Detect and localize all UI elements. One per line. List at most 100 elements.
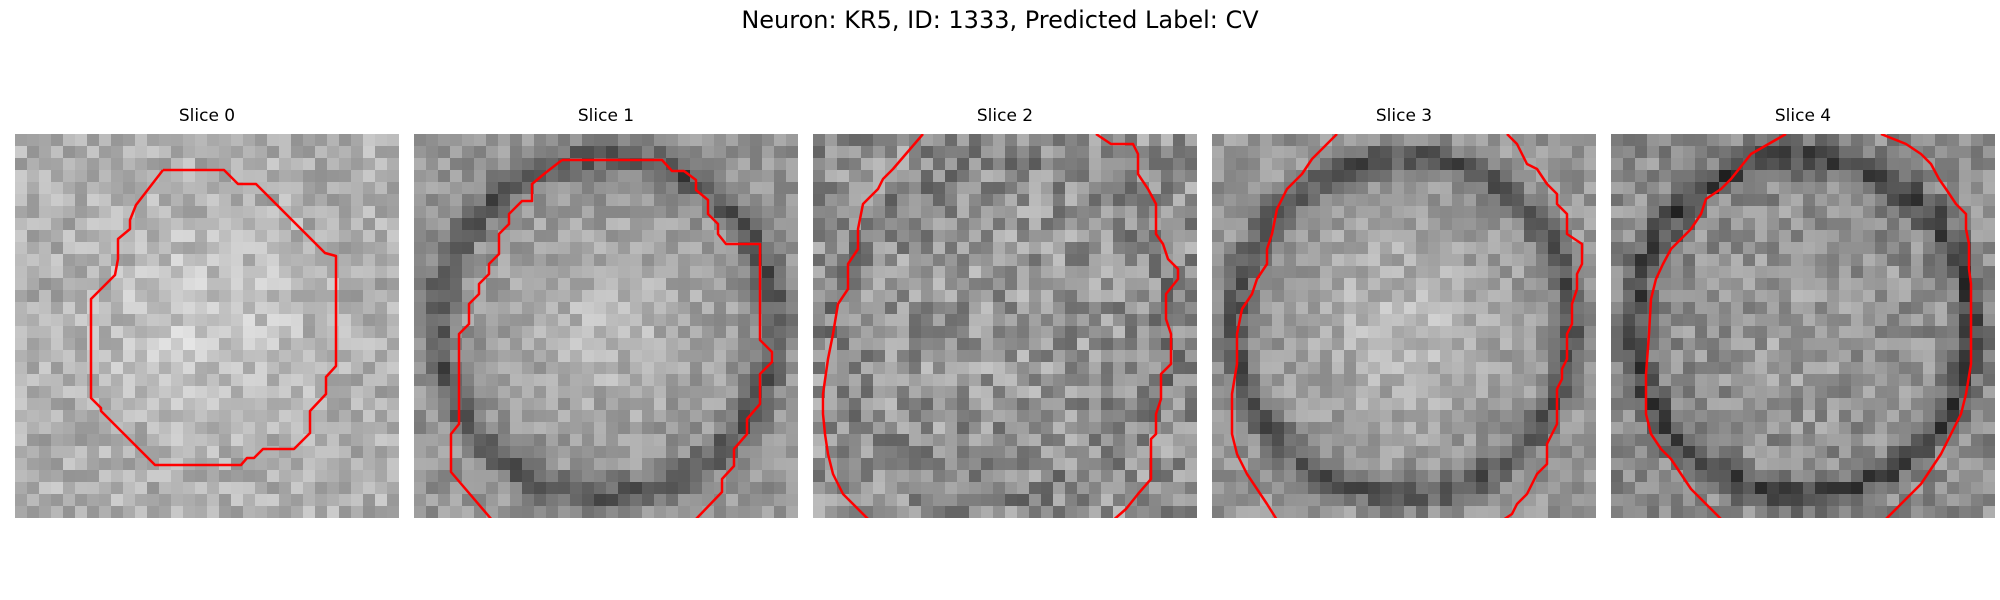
pixel: [1623, 290, 1636, 303]
pixel: [1779, 206, 1792, 219]
pixel: [1743, 302, 1756, 315]
pixel: [594, 410, 607, 423]
pixel: [678, 242, 691, 255]
pixel: [1584, 350, 1596, 363]
pixel: [642, 350, 655, 363]
pixel: [339, 302, 352, 315]
pixel: [1899, 374, 1912, 387]
pixel: [1755, 158, 1768, 171]
pixel: [1947, 386, 1960, 399]
pixel: [1356, 206, 1369, 219]
pixel: [1428, 506, 1441, 518]
pixel: [1536, 482, 1549, 495]
pixel: [849, 170, 862, 183]
pixel: [1308, 350, 1321, 363]
pixel: [219, 278, 232, 291]
pixel: [51, 338, 64, 351]
pixel: [99, 386, 112, 399]
pixel: [1137, 410, 1150, 423]
pixel: [1284, 194, 1297, 207]
pixel: [546, 398, 559, 411]
pixel: [594, 218, 607, 231]
pixel: [714, 206, 727, 219]
pixel: [993, 398, 1006, 411]
pixel: [1248, 350, 1261, 363]
pixel: [1887, 302, 1900, 315]
pixel: [315, 206, 328, 219]
pixel: [1113, 386, 1126, 399]
pixel: [1248, 182, 1261, 195]
pixel: [534, 182, 547, 195]
pixel: [123, 182, 136, 195]
pixel: [1428, 134, 1441, 147]
pixel: [426, 146, 439, 159]
pixel: [1671, 422, 1684, 435]
pixel: [1488, 350, 1501, 363]
pixel: [486, 242, 499, 255]
pixel: [1029, 326, 1042, 339]
pixel: [351, 158, 364, 171]
pixel: [558, 266, 571, 279]
pixel: [426, 410, 439, 423]
pixel: [1236, 410, 1249, 423]
pixel: [1935, 218, 1948, 231]
pixel: [1524, 254, 1537, 267]
pixel: [1935, 314, 1948, 327]
pixel: [993, 218, 1006, 231]
pixel: [315, 434, 328, 447]
pixel: [15, 338, 28, 351]
pixel: [1236, 206, 1249, 219]
pixel: [897, 278, 910, 291]
pixel: [351, 182, 364, 195]
pixel: [762, 158, 775, 171]
pixel: [861, 134, 874, 147]
pixel: [654, 314, 667, 327]
pixel: [969, 266, 982, 279]
pixel: [1611, 290, 1624, 303]
pixel: [147, 254, 160, 267]
pixel: [1911, 182, 1924, 195]
pixel: [171, 314, 184, 327]
pixel: [426, 254, 439, 267]
pixel: [774, 326, 787, 339]
pixel: [1053, 290, 1066, 303]
pixel: [63, 326, 76, 339]
pixel: [303, 146, 316, 159]
pixel: [339, 482, 352, 495]
pixel: [159, 422, 172, 435]
pixel: [1272, 230, 1285, 243]
pixel: [1137, 494, 1150, 507]
pixel: [1572, 362, 1585, 375]
pixel: [945, 494, 958, 507]
pixel: [981, 374, 994, 387]
pixel: [1296, 422, 1309, 435]
pixel: [837, 146, 850, 159]
pixel: [159, 206, 172, 219]
pixel: [534, 242, 547, 255]
pixel: [837, 338, 850, 351]
pixel: [1803, 182, 1816, 195]
pixel: [195, 470, 208, 483]
pixel: [99, 494, 112, 507]
pixel: [825, 506, 838, 518]
pixel: [945, 470, 958, 483]
pixel: [558, 134, 571, 147]
pixel: [474, 266, 487, 279]
pixel: [438, 494, 451, 507]
pixel: [1623, 242, 1636, 255]
pixel: [726, 134, 739, 147]
pixel: [726, 482, 739, 495]
pixel: [1683, 158, 1696, 171]
pixel: [1185, 146, 1197, 159]
pixel: [1392, 170, 1405, 183]
pixel: [522, 242, 535, 255]
pixel: [219, 494, 232, 507]
pixel: [606, 242, 619, 255]
pixel: [426, 422, 439, 435]
pixel: [618, 134, 631, 147]
pixel: [1488, 194, 1501, 207]
pixel: [450, 218, 463, 231]
pixel: [957, 254, 970, 267]
pixel: [1089, 362, 1102, 375]
pixel: [1875, 266, 1888, 279]
